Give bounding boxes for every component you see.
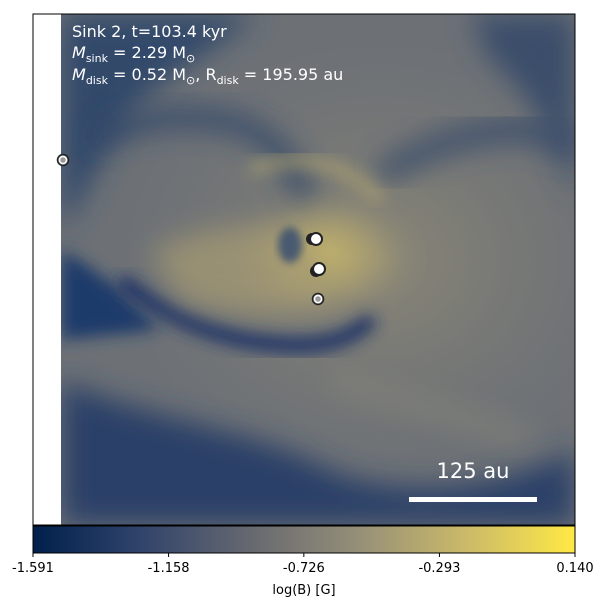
sink-mass-symbol: M: [72, 43, 86, 62]
colorbar-label: log(B) [G]: [272, 583, 335, 598]
colorbar: -1.591 -1.158 -0.726 -0.293 0.140 log(B) [G]: [12, 525, 594, 598]
sink-markers: [56, 153, 326, 306]
colorbar-gradient: [32, 525, 576, 554]
scale-bar-line: [409, 497, 537, 502]
sink-mass-value: = 2.29 M: [108, 43, 186, 62]
disk-radius-symbol: , R: [195, 65, 216, 84]
disk-mass-symbol: M: [72, 65, 86, 84]
annotation-line-1: Sink 2, t=103.4 kyr: [72, 22, 227, 41]
colorbar-tick-label: 0.140: [556, 561, 593, 576]
sink-middle: [310, 262, 326, 277]
colorbar-tick-label: -1.591: [12, 561, 54, 576]
disk-mass-value: = 0.52 M: [108, 65, 186, 84]
scale-bar: 125 au: [409, 459, 537, 502]
disk-mass-subscript: disk: [86, 74, 109, 87]
annotation-line-3: Mdisk = 0.52 M⊙, Rdisk = 195.95 au: [72, 65, 343, 87]
sink-mass-subscript: sink: [86, 52, 109, 65]
colorbar-tick-label: -0.726: [283, 561, 325, 576]
annotation-line-2: Msink = 2.29 M⊙: [72, 43, 195, 65]
sink-far-left: [56, 153, 70, 167]
scale-bar-label: 125 au: [437, 459, 510, 483]
map-frame: [32, 13, 576, 526]
disk-mass-sun: ⊙: [186, 74, 195, 87]
disk-radius-subscript: disk: [217, 74, 240, 87]
colorbar-tick-label: -1.158: [148, 561, 190, 576]
colorbar-tick-label: -0.293: [418, 561, 460, 576]
disk-radius-value: = 195.95 au: [239, 65, 344, 84]
colorbar-ticks: -1.591 -1.158 -0.726 -0.293 0.140: [12, 553, 594, 576]
sink-upper: [306, 232, 323, 246]
sink-mass-sun: ⊙: [186, 52, 195, 65]
sink-lower: [311, 292, 325, 306]
